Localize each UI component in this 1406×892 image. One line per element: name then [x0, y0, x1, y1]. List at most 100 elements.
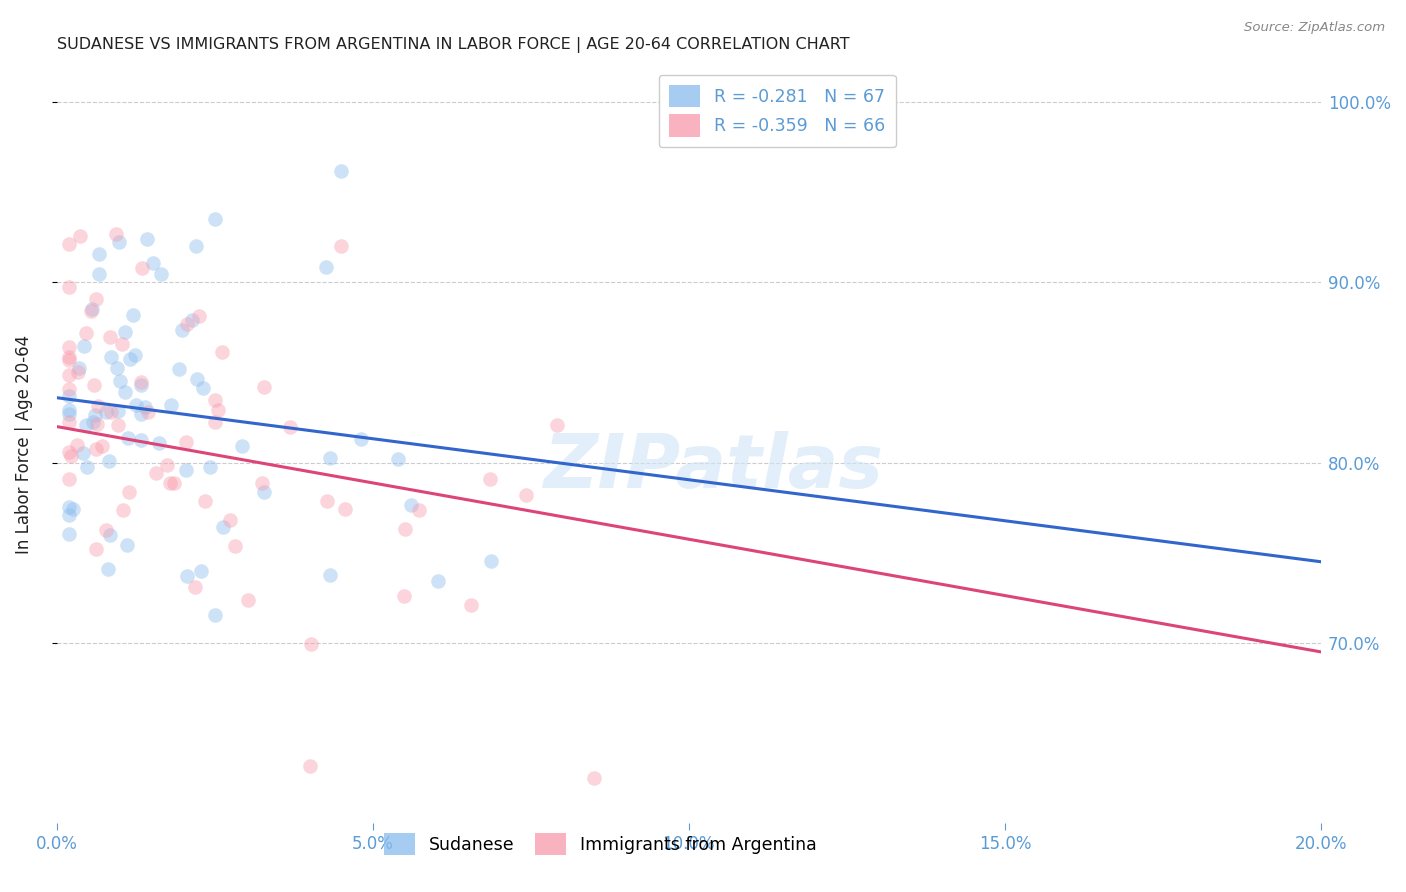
Point — [174, 463, 197, 477]
Point — [184, 580, 207, 594]
Point — [136, 232, 159, 246]
Point — [82, 302, 104, 317]
Point — [252, 475, 274, 490]
Point — [394, 523, 416, 537]
Point — [131, 260, 153, 275]
Point — [105, 361, 128, 376]
Point — [212, 520, 235, 534]
Point — [319, 568, 342, 582]
Point — [134, 400, 156, 414]
Point — [105, 227, 128, 242]
Point — [150, 267, 173, 281]
Point — [122, 308, 145, 322]
Point — [204, 392, 226, 407]
Point — [58, 350, 80, 364]
Point — [84, 542, 107, 557]
Text: SUDANESE VS IMMIGRANTS FROM ARGENTINA IN LABOR FORCE | AGE 20-64 CORRELATION CHA: SUDANESE VS IMMIGRANTS FROM ARGENTINA IN… — [56, 37, 849, 54]
Point — [58, 526, 80, 541]
Point — [58, 340, 80, 354]
Point — [58, 402, 80, 417]
Point — [427, 574, 450, 588]
Point — [162, 475, 184, 490]
Point — [96, 405, 118, 419]
Point — [515, 488, 537, 502]
Point — [98, 454, 121, 468]
Point — [98, 528, 121, 542]
Point — [67, 361, 90, 376]
Point — [204, 415, 226, 429]
Point — [67, 365, 90, 379]
Point — [73, 339, 96, 353]
Point — [278, 419, 301, 434]
Point — [204, 212, 226, 227]
Point — [392, 589, 415, 603]
Point — [387, 451, 409, 466]
Text: ZIPatlas: ZIPatlas — [544, 431, 884, 504]
Point — [408, 503, 430, 517]
Point — [236, 592, 259, 607]
Point — [58, 407, 80, 421]
Point — [76, 459, 98, 474]
Point — [118, 485, 141, 500]
Point — [58, 508, 80, 522]
Point — [108, 235, 131, 249]
Point — [87, 399, 110, 413]
Point — [58, 236, 80, 251]
Point — [107, 404, 129, 418]
Point — [75, 326, 97, 341]
Point — [84, 442, 107, 457]
Point — [100, 405, 122, 419]
Point — [58, 472, 80, 486]
Point — [58, 415, 80, 429]
Point — [84, 292, 107, 306]
Point — [181, 313, 204, 327]
Point — [478, 472, 501, 486]
Point — [399, 498, 422, 512]
Point — [108, 374, 131, 388]
Point — [160, 399, 183, 413]
Point — [114, 384, 136, 399]
Point — [107, 418, 129, 433]
Point — [174, 434, 197, 449]
Point — [186, 372, 208, 386]
Point — [191, 381, 214, 395]
Point — [582, 771, 605, 785]
Point — [94, 523, 117, 537]
Point — [176, 317, 198, 331]
Point — [156, 458, 179, 473]
Point — [80, 304, 103, 318]
Point — [72, 446, 94, 460]
Point — [253, 485, 276, 500]
Point — [333, 502, 356, 516]
Point — [190, 564, 212, 578]
Point — [253, 380, 276, 394]
Point — [117, 431, 139, 445]
Point — [110, 337, 132, 351]
Point — [129, 433, 152, 447]
Point — [136, 405, 159, 419]
Point — [479, 553, 502, 567]
Point — [159, 475, 181, 490]
Point — [142, 256, 165, 270]
Point — [66, 438, 89, 452]
Point — [83, 378, 105, 392]
Text: Source: ZipAtlas.com: Source: ZipAtlas.com — [1244, 21, 1385, 34]
Point — [89, 268, 111, 282]
Point — [194, 494, 217, 508]
Point — [75, 417, 97, 432]
Point — [460, 599, 482, 613]
Point — [167, 361, 190, 376]
Point — [204, 607, 226, 622]
Point — [330, 239, 353, 253]
Point — [316, 494, 339, 508]
Y-axis label: In Labor Force | Age 20-64: In Labor Force | Age 20-64 — [15, 335, 32, 554]
Point — [62, 502, 84, 516]
Legend: Sudanese, Immigrants from Argentina: Sudanese, Immigrants from Argentina — [375, 824, 825, 863]
Point — [120, 352, 142, 367]
Point — [125, 398, 148, 412]
Point — [298, 758, 321, 772]
Point — [58, 500, 80, 515]
Point — [145, 466, 167, 480]
Point — [58, 280, 80, 294]
Point — [200, 460, 222, 475]
